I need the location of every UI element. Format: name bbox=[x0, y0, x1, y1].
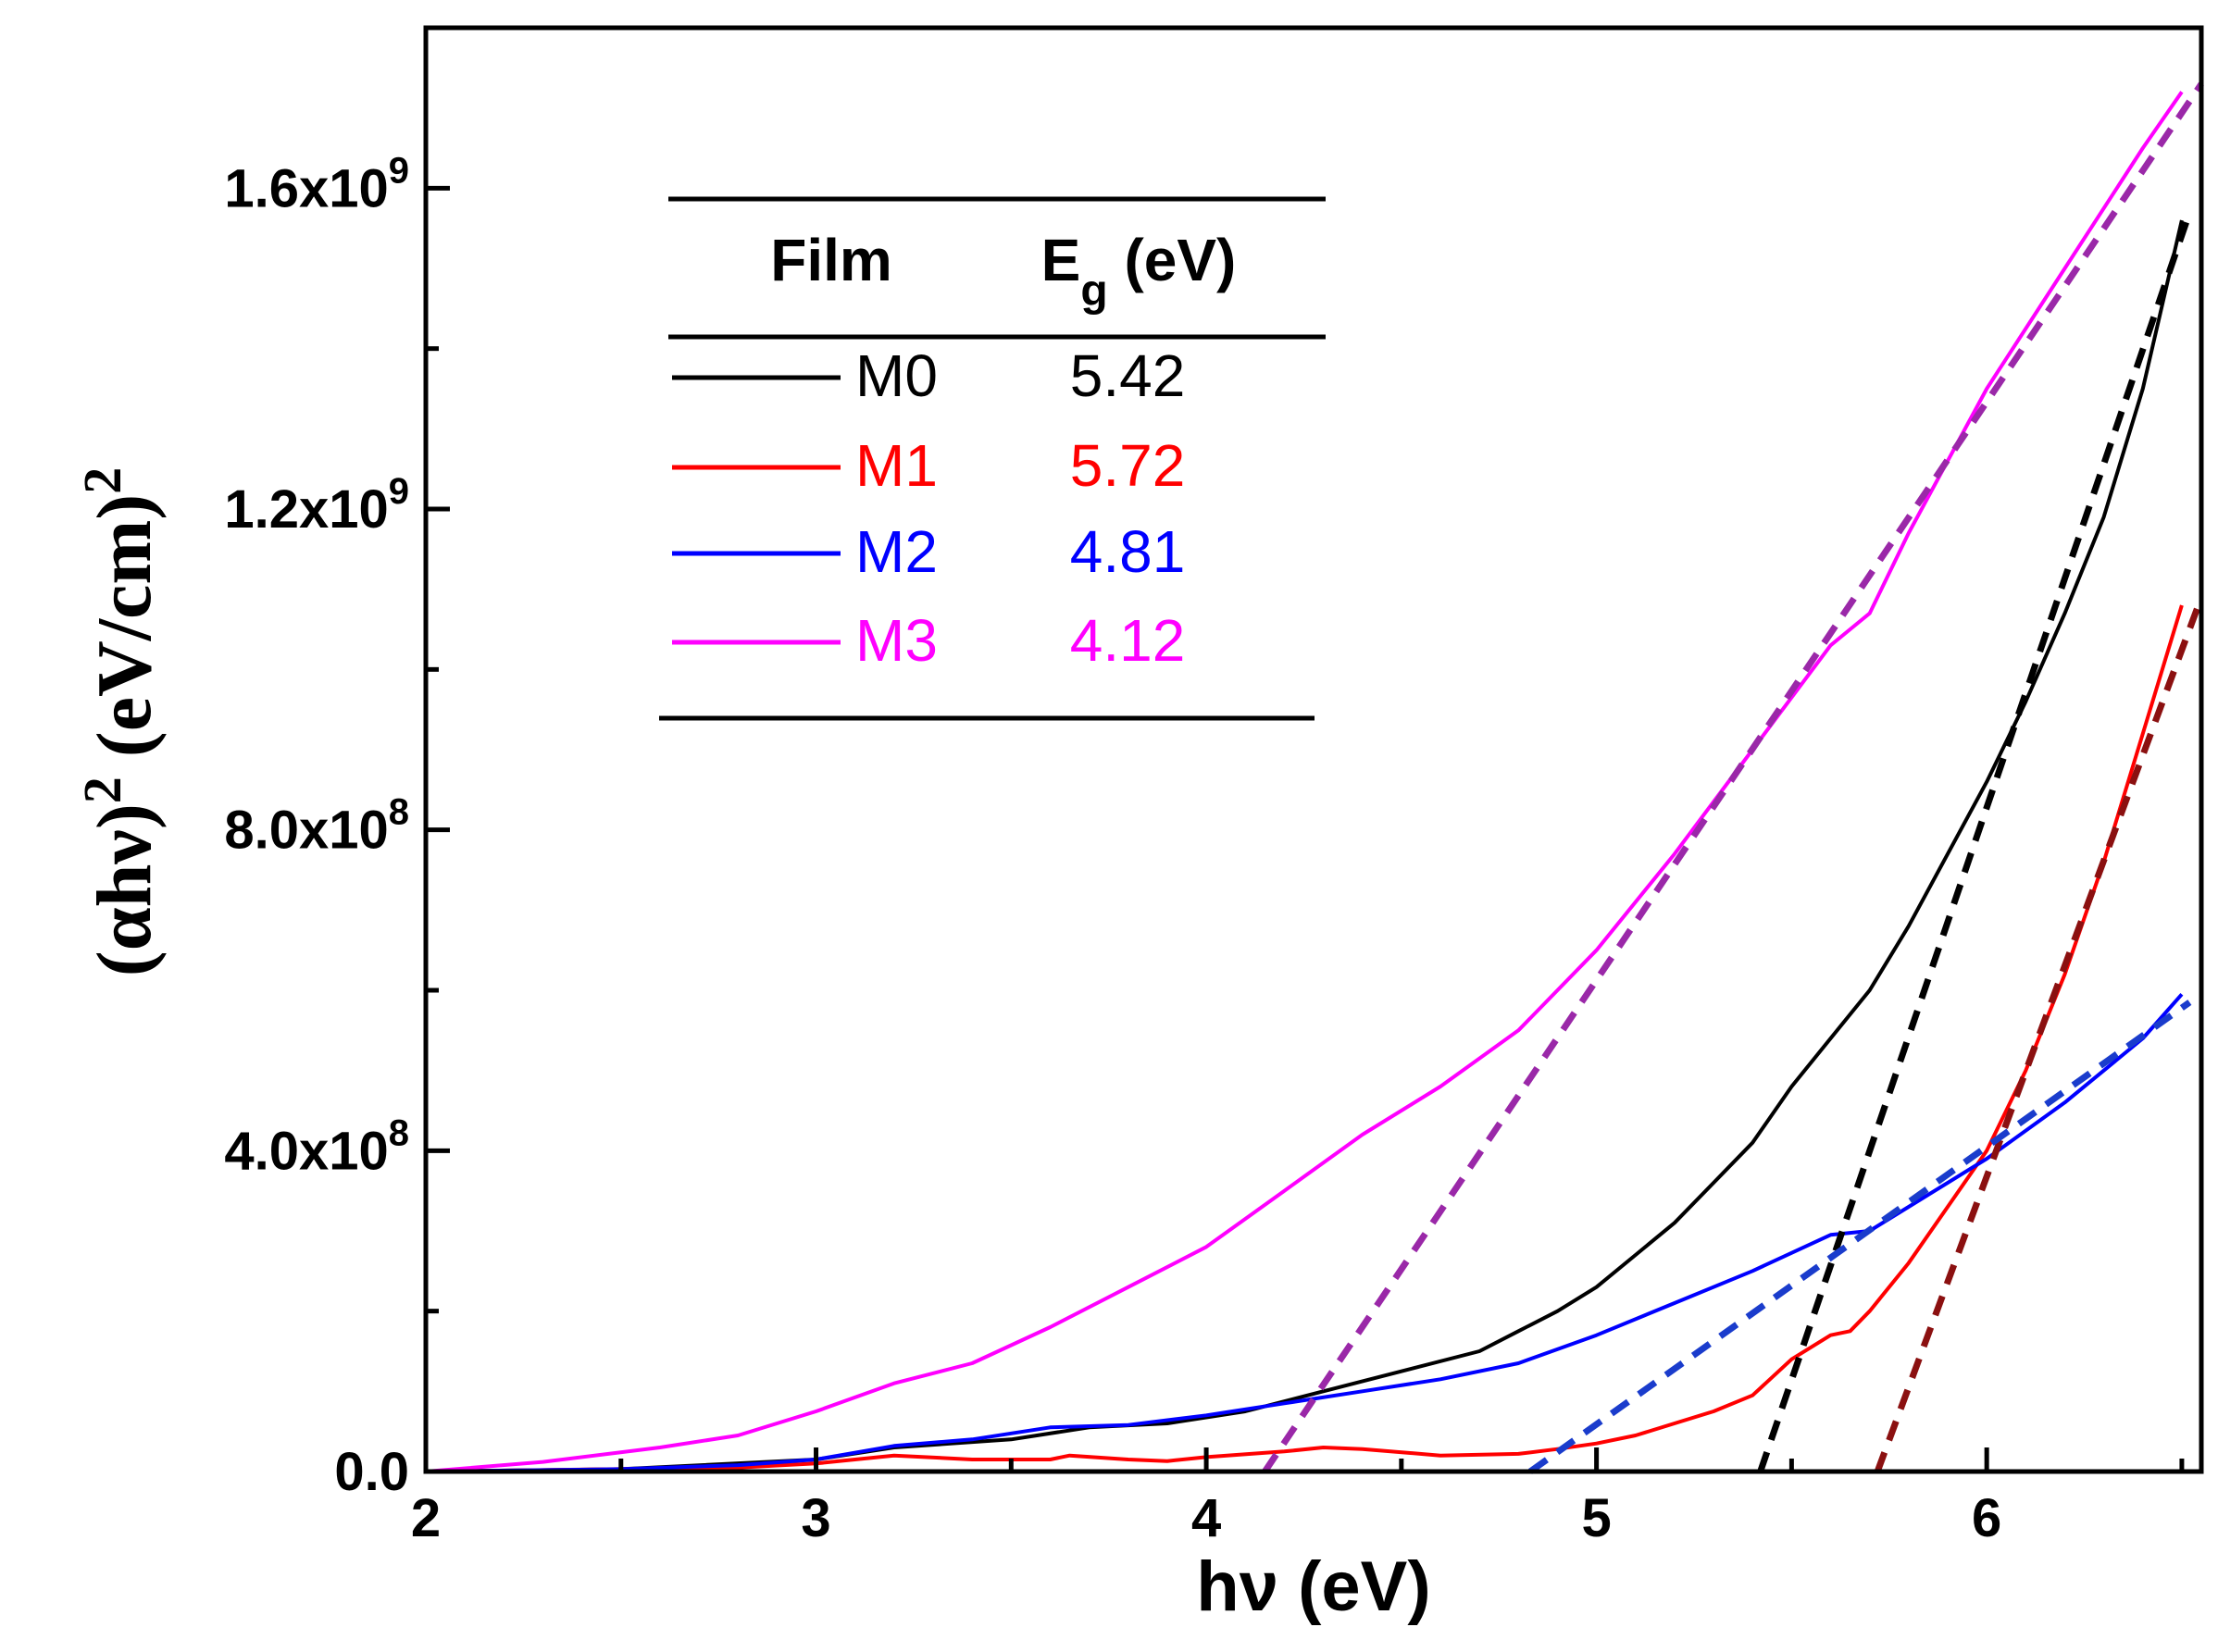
y-axis-label-unit-exp: 2 bbox=[72, 467, 132, 494]
legend-header-eg: Eg (eV) bbox=[1041, 227, 1237, 316]
fit-line-m1 bbox=[1874, 596, 2205, 1473]
x-tick-label: 6 bbox=[1972, 1488, 2001, 1548]
legend-label-m3: M3 bbox=[855, 607, 938, 674]
series-line-m1 bbox=[425, 604, 2184, 1473]
y-axis-label-exp: 2 bbox=[72, 776, 132, 803]
legend-label-m0: M0 bbox=[855, 342, 938, 409]
legend-eg-m1: 5.72 bbox=[1070, 432, 1186, 499]
x-axis-label: hν (eV) bbox=[1196, 1547, 1430, 1626]
y-axis-ticks: 0.0 4.0x108 8.0x108 1.2x109 1.6x109 bbox=[224, 150, 450, 1502]
x-tick-label: 4 bbox=[1191, 1488, 1221, 1548]
legend-label-m2: M2 bbox=[855, 518, 938, 585]
legend-rows: M0 5.42 M1 5.72 M2 4.81 M3 4.12 bbox=[672, 342, 1185, 674]
fit-line-m2 bbox=[1527, 1000, 2192, 1474]
y-tick-label: 1.2x109 bbox=[224, 471, 409, 540]
plot-frame bbox=[423, 25, 2204, 1474]
series-line-m3 bbox=[425, 91, 2184, 1473]
legend-header-film: Film bbox=[770, 227, 892, 293]
series-line-m0 bbox=[425, 219, 2184, 1473]
y-tick-label: 0.0 bbox=[334, 1442, 409, 1502]
y-axis-label-unit: (eV/cm) bbox=[81, 494, 168, 776]
legend-eg-m2: 4.81 bbox=[1070, 518, 1186, 585]
legend-eg-m0: 5.42 bbox=[1070, 342, 1186, 409]
y-tick-label: 4.0x108 bbox=[224, 1112, 409, 1181]
x-tick-label: 5 bbox=[1581, 1488, 1611, 1548]
legend: Film Eg (eV) M0 5.42 M1 5.72 M2 4.81 M3 4.12 bbox=[659, 196, 1326, 721]
x-axis-ticks: 2 3 4 5 6 bbox=[411, 1447, 2185, 1548]
y-axis-label: (αhν)2 (eV/cm)2 bbox=[72, 467, 168, 977]
y-tick-label: 8.0x108 bbox=[224, 792, 409, 861]
plot-lines bbox=[425, 91, 2184, 1473]
legend-label-m1: M1 bbox=[855, 432, 938, 499]
legend-header-eg-unit: (eV) bbox=[1108, 227, 1237, 293]
fit-line-m0 bbox=[1757, 211, 2193, 1473]
fit-lines bbox=[1262, 81, 2205, 1474]
x-tick-label: 2 bbox=[411, 1488, 441, 1548]
x-tick-label: 3 bbox=[801, 1488, 830, 1548]
fit-line-m3 bbox=[1262, 81, 2204, 1473]
y-axis-label-main: (αhν) bbox=[81, 803, 168, 976]
y-tick-label: 1.6x109 bbox=[224, 150, 409, 218]
series-line-m2 bbox=[425, 992, 2184, 1473]
legend-header-eg-sub: g bbox=[1080, 267, 1107, 316]
legend-eg-m3: 4.12 bbox=[1070, 607, 1186, 674]
legend-header-eg-base: E bbox=[1041, 227, 1081, 293]
